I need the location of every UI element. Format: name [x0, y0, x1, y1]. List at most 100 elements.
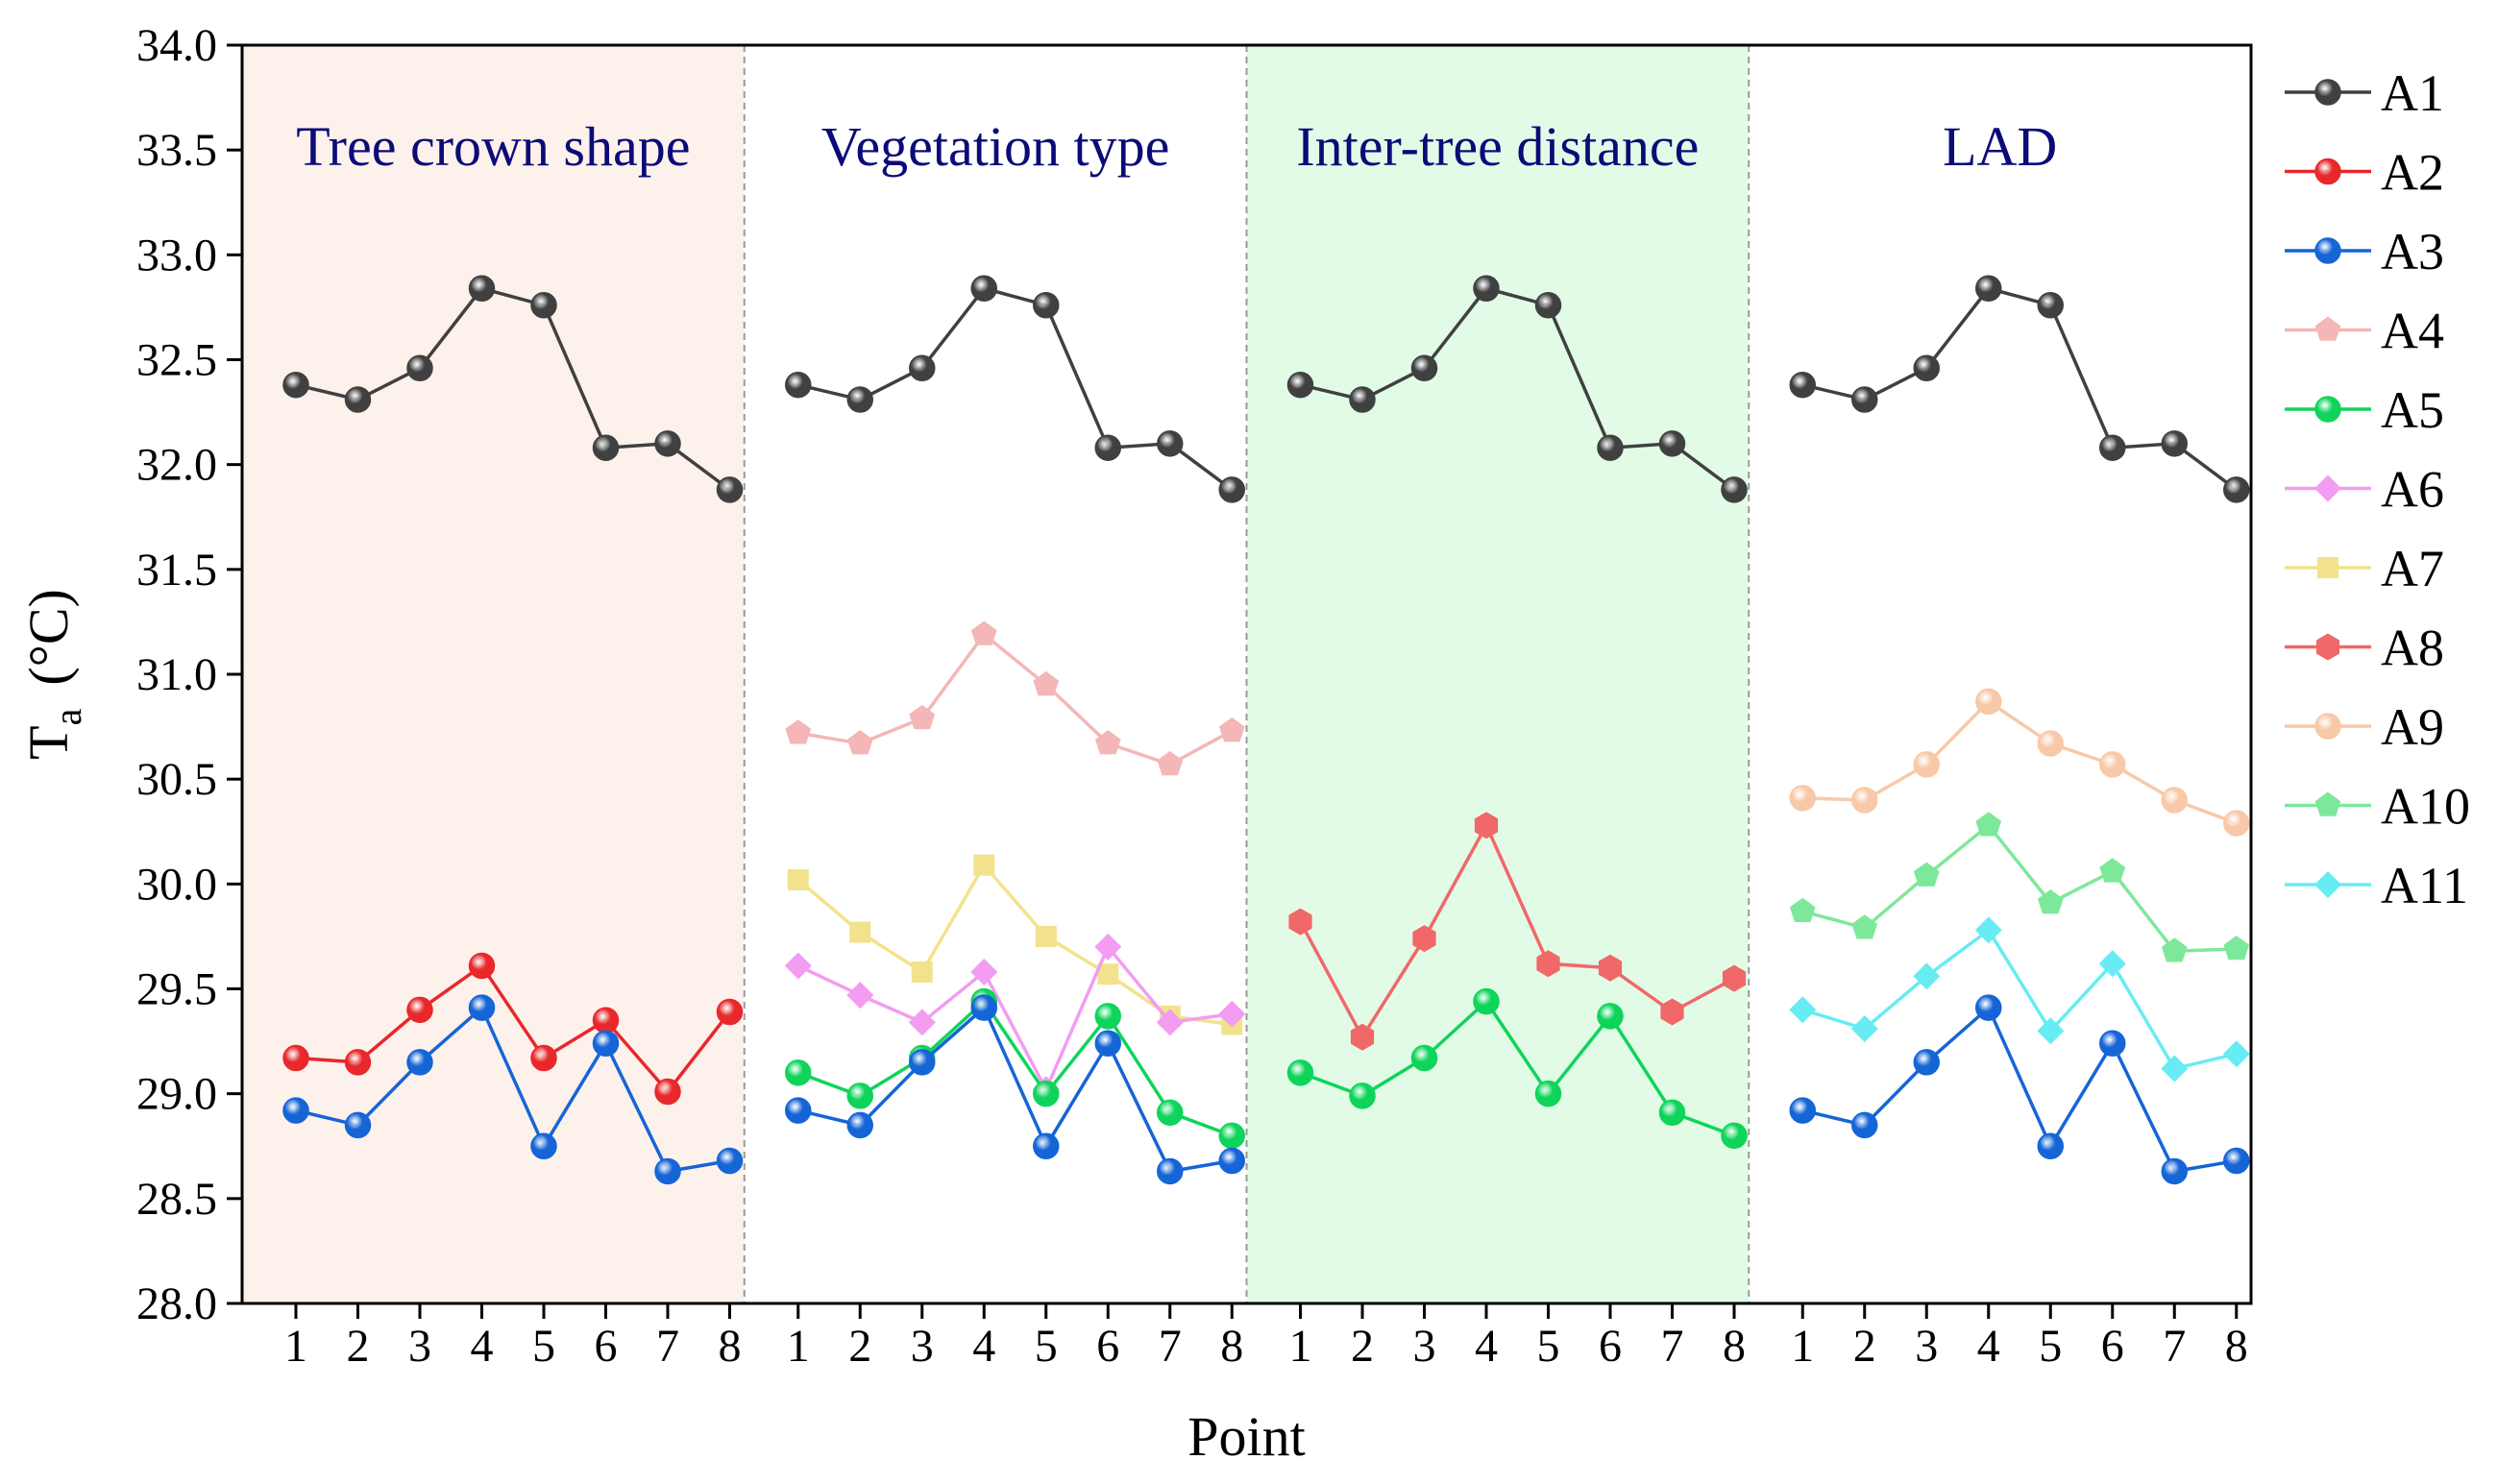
- x-tick-label: 3: [408, 1321, 431, 1372]
- data-point: [846, 730, 873, 755]
- data-point: [1157, 1099, 1184, 1127]
- legend-label: A6: [2381, 461, 2444, 519]
- x-tick-label: 8: [2225, 1321, 2248, 1372]
- data-point: [1473, 275, 1500, 303]
- data-point: [1218, 476, 1245, 503]
- data-point: [970, 994, 997, 1021]
- data-point: [1598, 954, 1623, 982]
- data-point: [785, 719, 812, 744]
- data-point: [1851, 914, 1878, 939]
- data-point: [1218, 1122, 1245, 1150]
- x-tick-label: 1: [787, 1321, 810, 1372]
- panel-background: [744, 45, 1247, 1303]
- legend-label: A4: [2381, 303, 2444, 360]
- data-point: [406, 996, 433, 1024]
- data-point: [2037, 291, 2064, 319]
- data-point: [909, 704, 936, 730]
- x-tick-label: 7: [2163, 1321, 2186, 1372]
- y-tick-label: 32.0: [136, 440, 217, 491]
- data-point: [654, 1078, 681, 1106]
- data-point: [1033, 1080, 1060, 1107]
- data-point: [970, 275, 997, 303]
- data-point: [2161, 937, 2188, 962]
- data-point: [1473, 987, 1500, 1015]
- panel-dividers: [743, 45, 1750, 1303]
- data-point: [1536, 950, 1560, 978]
- y-tick-label: 31.5: [136, 545, 217, 596]
- data-point: [785, 1097, 812, 1124]
- panel-title: Tree crown shape: [296, 115, 690, 178]
- data-point: [1094, 1030, 1121, 1058]
- data-point: [1658, 430, 1686, 457]
- data-point: [911, 961, 933, 984]
- data-point: [1218, 1000, 1246, 1028]
- data-point: [1722, 964, 1747, 992]
- data-point: [1156, 1009, 1184, 1036]
- data-point: [1288, 908, 1312, 936]
- series-a1: [282, 275, 744, 503]
- data-point: [2037, 730, 2064, 757]
- series-line: [1801, 1005, 2238, 1174]
- data-point: [1094, 1003, 1121, 1030]
- legend-marker: [2317, 557, 2338, 578]
- data-point: [1789, 785, 1816, 812]
- x-tick-label: 7: [1661, 1321, 1684, 1372]
- data-point: [1975, 275, 2002, 303]
- series-line: [295, 963, 731, 1095]
- y-tick-label: 31.0: [136, 649, 217, 700]
- data-point: [1850, 1015, 1878, 1042]
- panel-background: [1749, 45, 2251, 1303]
- y-tick-label: 29.5: [136, 964, 217, 1015]
- x-tick-label: 6: [595, 1321, 618, 1372]
- data-point: [1157, 1157, 1184, 1185]
- data-point: [592, 1030, 620, 1058]
- data-point: [1097, 963, 1119, 985]
- data-point: [654, 430, 681, 457]
- data-point: [1975, 688, 2002, 716]
- legend-label: A5: [2381, 381, 2444, 439]
- data-point: [1789, 897, 1816, 922]
- data-point: [2223, 476, 2250, 503]
- data-point: [1033, 670, 1060, 696]
- x-tick-label: 3: [911, 1321, 934, 1372]
- legend-item-a4: A4: [2285, 303, 2444, 360]
- data-point: [2161, 787, 2188, 814]
- data-point: [1913, 862, 1940, 887]
- x-tick-label: 1: [1791, 1321, 1814, 1372]
- panel-titles: Tree crown shape Vegetation type Inter-tre…: [296, 115, 2057, 178]
- y-axis-title-symbol: T: [17, 725, 80, 759]
- data-point: [1349, 1083, 1376, 1109]
- data-point: [2223, 810, 2250, 837]
- panel-background: [1246, 45, 1750, 1303]
- data-point: [530, 291, 557, 319]
- data-point: [406, 354, 433, 381]
- legend-item-a6: A6: [2285, 461, 2444, 519]
- legend-label: A2: [2381, 144, 2444, 202]
- data-point: [846, 386, 873, 413]
- series-a4: [785, 620, 1245, 776]
- data-point: [1913, 354, 1940, 381]
- data-point: [282, 371, 309, 399]
- data-point: [2099, 434, 2126, 461]
- legend-item-a10: A10: [2285, 778, 2470, 836]
- x-axis-title: Point: [1187, 1405, 1306, 1468]
- legend-item-a11: A11: [2285, 857, 2468, 914]
- x-tick-label: 8: [1220, 1321, 1243, 1372]
- legend-marker: [2314, 237, 2341, 264]
- data-point: [1913, 751, 1940, 778]
- legend-label: A3: [2381, 223, 2444, 280]
- legend-marker: [2314, 474, 2341, 502]
- data-point: [1789, 371, 1816, 399]
- legend-item-a5: A5: [2285, 381, 2444, 439]
- data-point: [2099, 1030, 2126, 1058]
- series-a1: [1286, 275, 1748, 503]
- data-point: [1033, 1132, 1060, 1159]
- data-point: [530, 1132, 557, 1159]
- data-point: [1349, 386, 1376, 413]
- data-point: [1597, 1003, 1624, 1030]
- series-a3: [785, 994, 1245, 1185]
- x-tick-label: 2: [347, 1321, 370, 1372]
- data-point: [1410, 354, 1438, 381]
- data-point: [970, 620, 997, 645]
